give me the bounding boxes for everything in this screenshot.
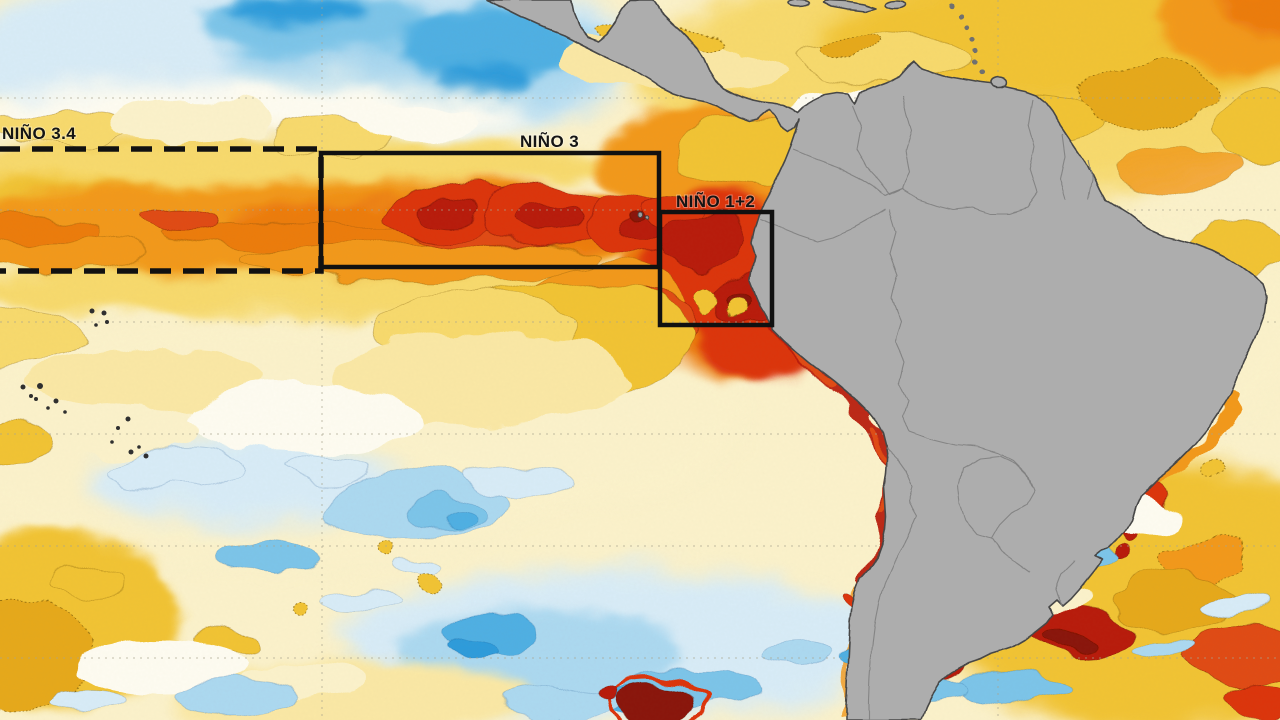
pacific-island-specks — [20, 308, 149, 459]
region-label-nino-3-4: NIÑO 3.4 — [2, 123, 76, 143]
land-layer — [485, 0, 1268, 720]
nino-regions: NIÑO 3.4 NIÑO 3 NIÑO 1+2 — [0, 122, 775, 328]
caribbean-islands — [788, 0, 1007, 89]
south-america-landmass — [485, 0, 1268, 720]
galapagos-islands — [638, 212, 651, 221]
region-box-nino-1-2 — [657, 209, 775, 328]
country-borders — [758, 95, 1093, 720]
region-label-nino-3: NIÑO 3 — [520, 131, 579, 151]
region-label-nino-1-2: NIÑO 1+2 — [676, 191, 755, 211]
